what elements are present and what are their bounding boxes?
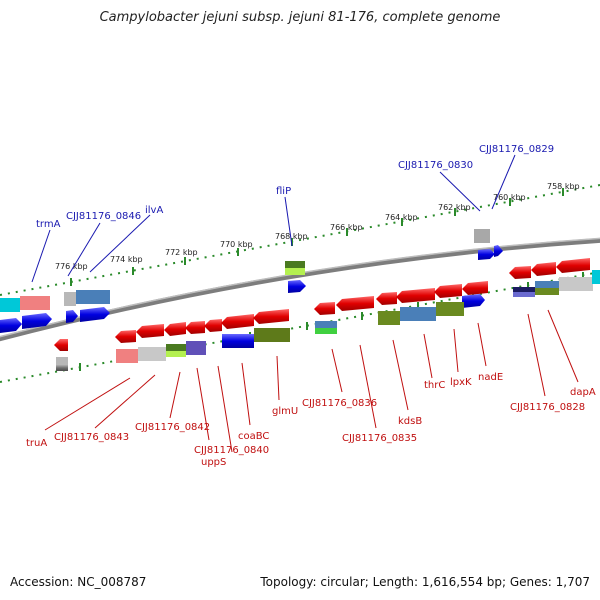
tick-label: 766 kbp bbox=[330, 223, 363, 232]
gene-arrow[interactable] bbox=[136, 324, 164, 338]
gene-arrow[interactable] bbox=[115, 330, 136, 343]
feature-bar bbox=[166, 344, 186, 351]
gene-arrow[interactable] bbox=[478, 249, 495, 260]
feature-bar bbox=[400, 307, 436, 321]
bottom-label-leaders bbox=[44, 309, 579, 453]
forward-genes bbox=[0, 245, 503, 333]
gene-label[interactable]: glmU bbox=[272, 406, 298, 417]
forward-feature-bars bbox=[0, 229, 490, 312]
feature-bar bbox=[315, 328, 337, 334]
gene-arrow[interactable] bbox=[0, 318, 22, 333]
gene-label[interactable]: fliP bbox=[276, 186, 291, 197]
bottom-labels: truA CJJ81176_0843 CJJ81176_0842 CJJ8117… bbox=[26, 372, 596, 468]
tick-label: 768 kbp bbox=[275, 232, 308, 241]
gene-label[interactable]: CJJ81176_0840 bbox=[194, 445, 269, 456]
tick-label: 760 kbp bbox=[493, 193, 526, 202]
gene-arrow[interactable] bbox=[494, 245, 503, 257]
tick-label: 758 kbp bbox=[547, 182, 580, 191]
gene-arrow[interactable] bbox=[288, 280, 306, 293]
tick-label: 776 kbp bbox=[55, 262, 88, 271]
gene-label[interactable]: CJJ81176_0843 bbox=[54, 432, 129, 443]
feature-bar bbox=[56, 357, 68, 365]
gene-arrow[interactable] bbox=[531, 262, 556, 276]
feature-bar bbox=[254, 328, 290, 342]
gene-arrow[interactable] bbox=[164, 322, 186, 336]
gene-label[interactable]: trmA bbox=[36, 219, 61, 230]
gene-label[interactable]: CJJ81176_0828 bbox=[510, 402, 585, 413]
gene-label[interactable]: dapA bbox=[570, 387, 596, 398]
gene-arrow[interactable] bbox=[434, 284, 462, 298]
feature-bar bbox=[474, 229, 490, 243]
genome-stats-text: Topology: circular; Length: 1,616,554 bp… bbox=[260, 575, 590, 589]
feature-bar bbox=[222, 334, 254, 348]
feature-bar bbox=[592, 270, 600, 284]
gene-arrow[interactable] bbox=[185, 321, 205, 334]
gene-arrow[interactable] bbox=[253, 309, 289, 324]
tick-label: 764 kbp bbox=[385, 213, 418, 222]
tick-label: 774 kbp bbox=[110, 255, 143, 264]
gene-arrow[interactable] bbox=[336, 296, 374, 311]
gene-arrow[interactable] bbox=[80, 307, 110, 322]
feature-bar bbox=[315, 321, 337, 328]
reverse-genes bbox=[54, 258, 590, 351]
gene-arrow[interactable] bbox=[22, 313, 52, 329]
gene-arrow[interactable] bbox=[314, 302, 335, 315]
ruler-tick-labels: 776 kbp 774 kbp 772 kbp 770 kbp 768 kbp … bbox=[55, 182, 580, 271]
feature-bar bbox=[378, 311, 400, 325]
gene-label[interactable]: CJJ81176_0842 bbox=[135, 422, 210, 433]
gene-arrow[interactable] bbox=[556, 258, 590, 273]
ruler-top bbox=[0, 184, 600, 296]
gene-label[interactable]: coaBC bbox=[238, 431, 269, 442]
gene-arrow[interactable] bbox=[376, 292, 397, 305]
gene-label[interactable]: CJJ81176_0830 bbox=[398, 160, 473, 171]
accession-text: Accession: NC_008787 bbox=[10, 575, 147, 589]
map-title: Campylobacter jejuni subsp. jejuni 81-17… bbox=[99, 10, 501, 25]
gene-label[interactable]: thrC bbox=[424, 380, 445, 391]
gene-arrow[interactable] bbox=[54, 339, 68, 351]
gene-label[interactable]: uppS bbox=[201, 457, 226, 468]
gene-arrow[interactable] bbox=[509, 266, 531, 279]
feature-bar bbox=[138, 347, 166, 361]
feature-bar bbox=[56, 365, 68, 371]
feature-bar bbox=[76, 290, 110, 304]
top-label-leaders bbox=[31, 154, 516, 283]
gene-label[interactable]: ilvA bbox=[145, 205, 163, 216]
gene-label[interactable]: nadE bbox=[478, 372, 503, 383]
feature-bar bbox=[535, 288, 559, 295]
gene-arrow[interactable] bbox=[221, 314, 254, 329]
gene-arrow[interactable] bbox=[462, 281, 488, 295]
tick-label: 762 kbp bbox=[438, 203, 471, 212]
feature-bar bbox=[285, 268, 305, 275]
ruler-top-ticks bbox=[70, 188, 564, 286]
feature-bar bbox=[166, 351, 186, 357]
feature-bar bbox=[436, 302, 464, 316]
gene-label[interactable]: CJJ81176_0836 bbox=[302, 398, 377, 409]
gene-label[interactable]: CJJ81176_0846 bbox=[66, 211, 141, 222]
feature-bar bbox=[285, 261, 305, 268]
top-labels: trmA CJJ81176_0846 ilvA fliP CJJ81176_08… bbox=[36, 144, 554, 230]
feature-bar bbox=[559, 277, 593, 291]
gene-arrow[interactable] bbox=[396, 288, 435, 303]
feature-bar bbox=[186, 341, 206, 355]
gene-arrow[interactable] bbox=[66, 310, 78, 323]
gene-arrow[interactable] bbox=[204, 319, 222, 332]
feature-bar bbox=[116, 349, 138, 363]
tick-label: 770 kbp bbox=[220, 240, 253, 249]
feature-bar bbox=[0, 298, 20, 312]
gene-label[interactable]: CJJ81176_0829 bbox=[479, 144, 554, 155]
feature-bar bbox=[513, 287, 535, 292]
tick-label: 772 kbp bbox=[165, 248, 198, 257]
gene-label[interactable]: CJJ81176_0835 bbox=[342, 433, 417, 444]
gene-arrow[interactable] bbox=[462, 294, 485, 308]
feature-bar bbox=[64, 292, 76, 306]
reverse-feature-bars bbox=[56, 270, 600, 371]
gene-label[interactable]: lpxK bbox=[450, 377, 472, 388]
feature-bar bbox=[535, 281, 559, 288]
ruler-bottom bbox=[0, 271, 600, 383]
feature-bar bbox=[513, 292, 535, 297]
feature-bar bbox=[20, 296, 50, 310]
gene-label[interactable]: kdsB bbox=[398, 416, 422, 427]
gene-label[interactable]: truA bbox=[26, 438, 47, 449]
